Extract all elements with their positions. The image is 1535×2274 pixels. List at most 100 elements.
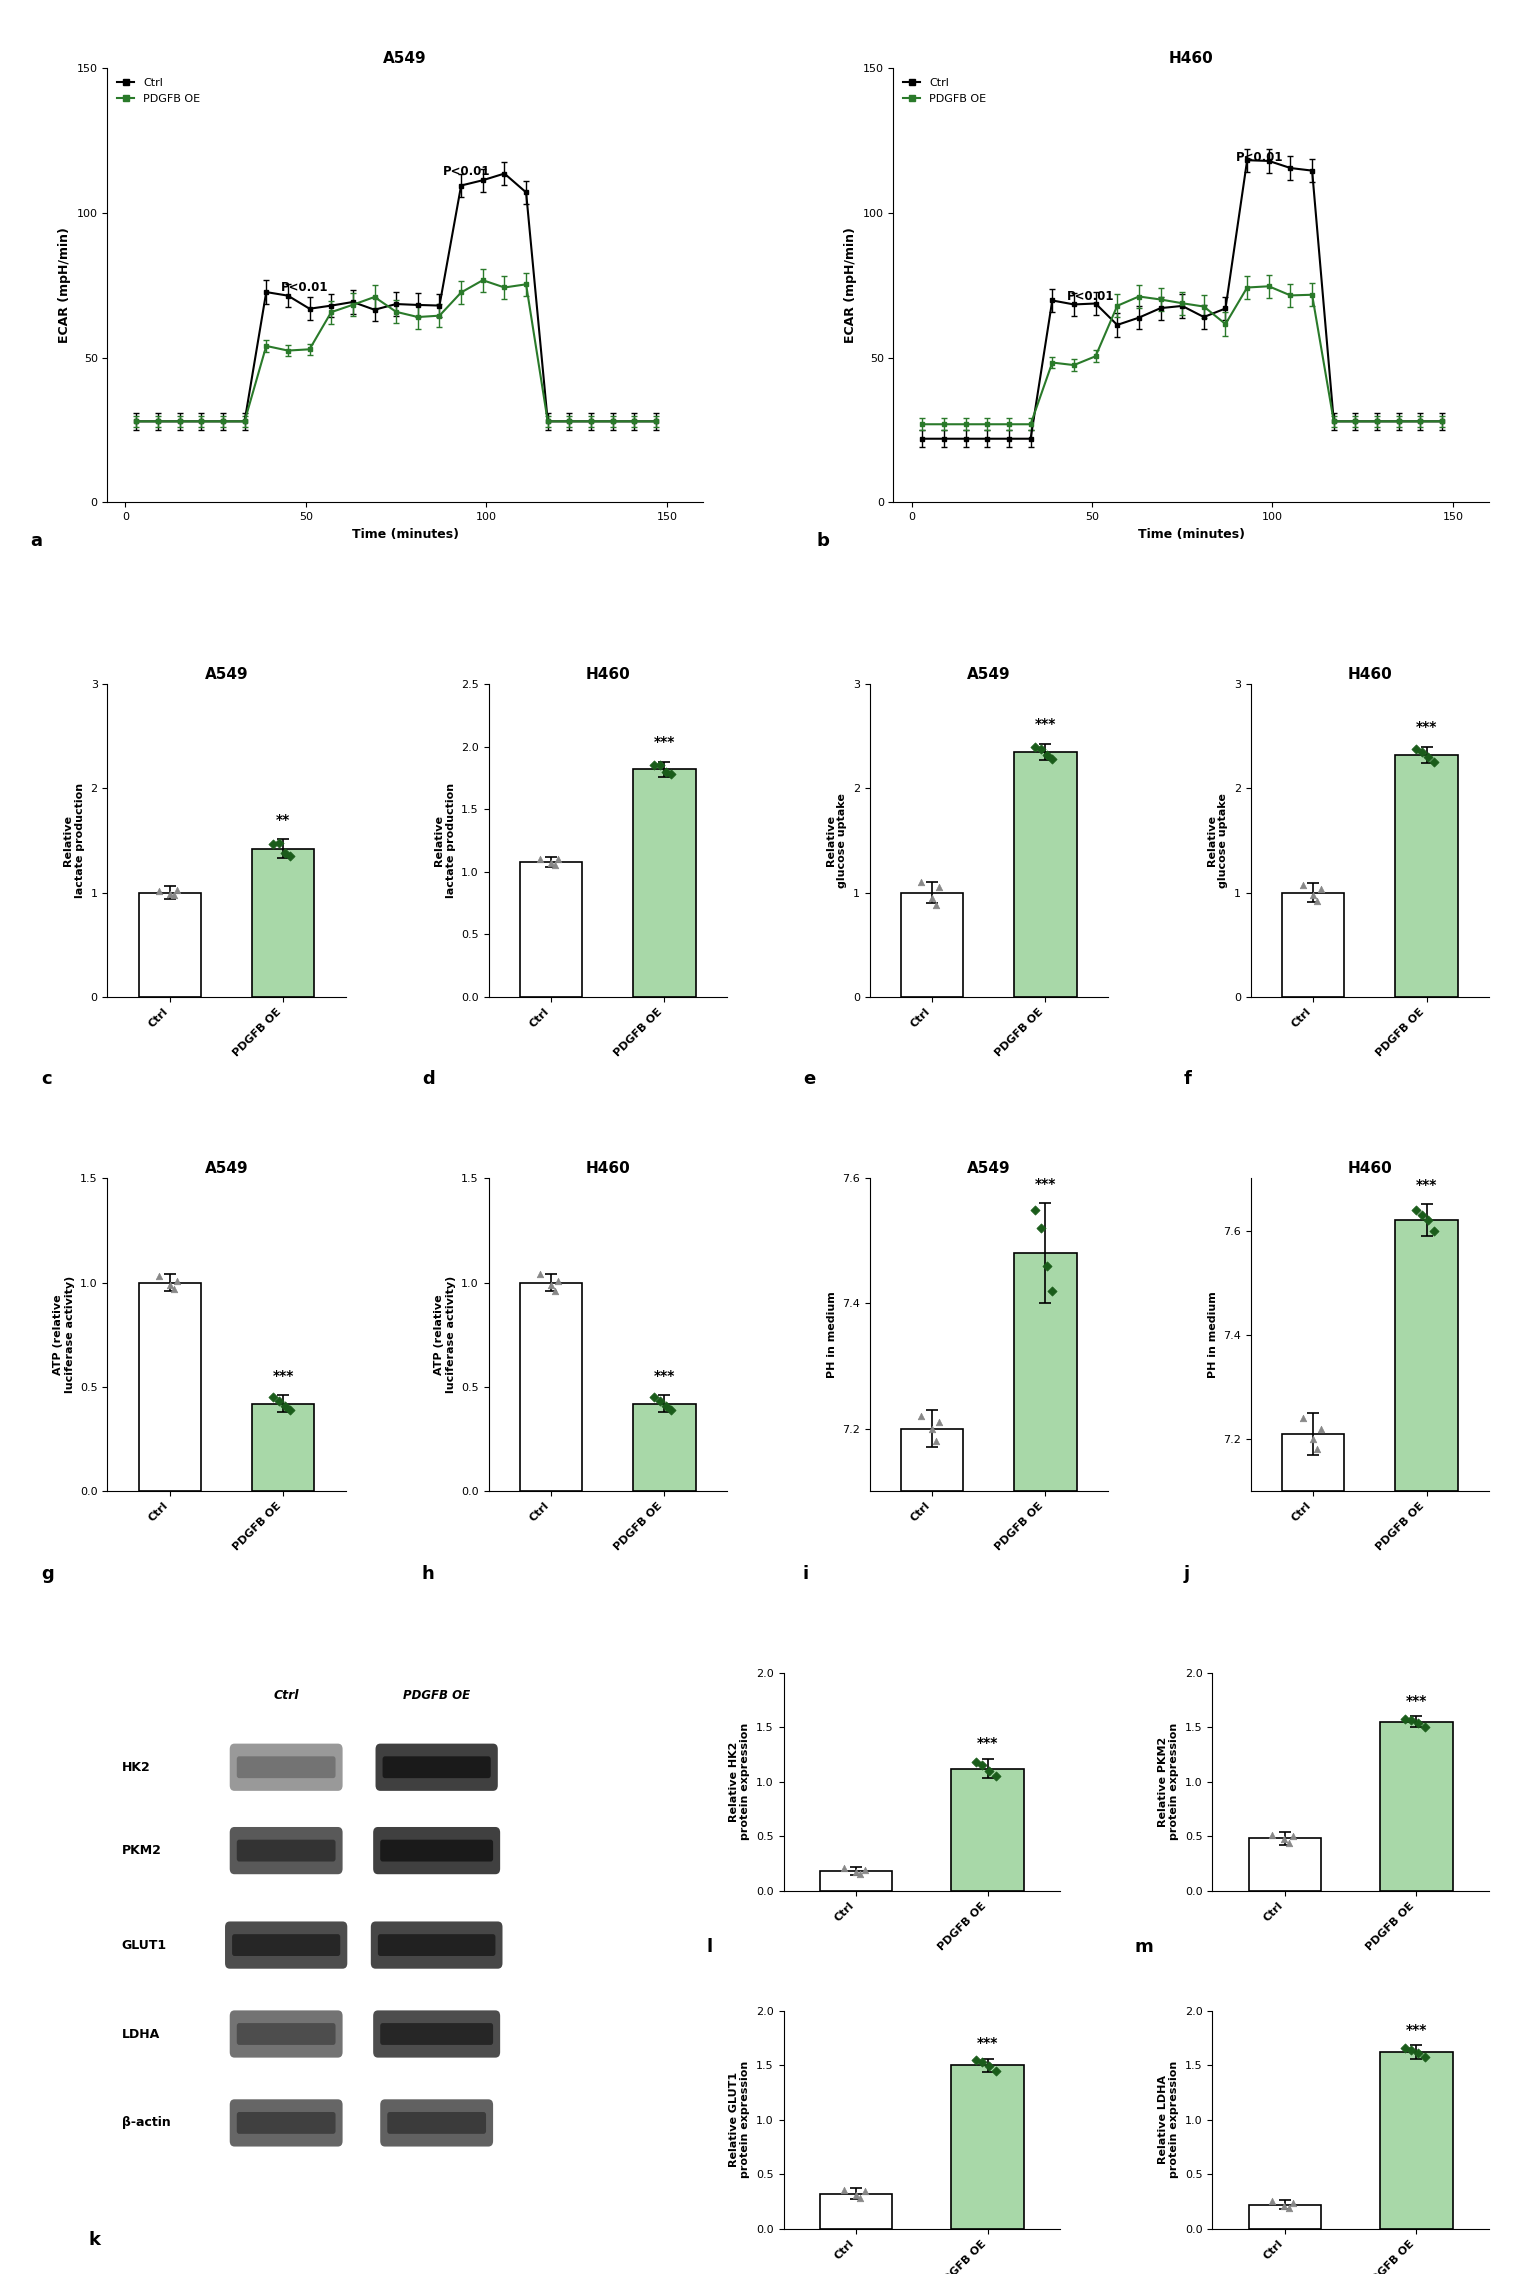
- Point: [1415, 739, 1440, 775]
- Point: [924, 887, 949, 923]
- Point: [919, 1410, 944, 1446]
- Point: [1398, 1701, 1423, 1737]
- FancyBboxPatch shape: [387, 2113, 487, 2133]
- Point: [659, 1392, 683, 1428]
- Legend: Ctrl, PDGFB OE: Ctrl, PDGFB OE: [114, 73, 204, 109]
- FancyBboxPatch shape: [381, 2099, 493, 2147]
- Point: [964, 1744, 989, 1781]
- Point: [1421, 1212, 1446, 1248]
- Point: [648, 1383, 672, 1419]
- Text: ***: ***: [654, 1369, 675, 1383]
- Point: [1028, 730, 1053, 766]
- Point: [164, 873, 189, 910]
- Text: Ctrl: Ctrl: [273, 1690, 299, 1703]
- Text: ***: ***: [1035, 716, 1056, 730]
- Title: H460: H460: [1348, 666, 1392, 682]
- Text: j: j: [1183, 1565, 1190, 1583]
- Point: [161, 1271, 186, 1308]
- Y-axis label: Relative GLUT1
protein expression: Relative GLUT1 protein expression: [729, 2060, 751, 2178]
- Bar: [1248, 2204, 1322, 2229]
- Point: [1406, 1706, 1431, 1742]
- FancyBboxPatch shape: [378, 1935, 496, 1956]
- Bar: [1395, 1221, 1458, 1492]
- Text: k: k: [89, 2231, 101, 2249]
- Y-axis label: ATP (relative
luciferase activity): ATP (relative luciferase activity): [52, 1276, 75, 1394]
- FancyBboxPatch shape: [382, 1756, 491, 1778]
- Point: [648, 748, 672, 785]
- Text: **: **: [276, 812, 290, 828]
- Point: [1273, 1821, 1297, 1858]
- Point: [924, 1424, 949, 1460]
- Point: [1291, 1401, 1315, 1437]
- Point: [642, 1378, 666, 1414]
- Point: [267, 823, 292, 860]
- Point: [927, 869, 952, 905]
- Text: i: i: [803, 1565, 809, 1583]
- Point: [909, 864, 933, 901]
- Text: ***: ***: [1415, 721, 1437, 735]
- Point: [1260, 2183, 1285, 2219]
- Point: [147, 1258, 172, 1294]
- Bar: [252, 1403, 315, 1492]
- Title: H460: H460: [585, 1162, 629, 1176]
- Point: [1405, 1192, 1429, 1228]
- Point: [1305, 882, 1329, 919]
- Point: [1398, 2031, 1423, 2067]
- Point: [1409, 1196, 1434, 1233]
- Point: [147, 873, 172, 910]
- Point: [1022, 1192, 1047, 1228]
- Bar: [520, 862, 582, 996]
- X-axis label: Time (minutes): Time (minutes): [352, 528, 459, 541]
- Point: [978, 2049, 1002, 2085]
- Point: [654, 753, 678, 789]
- Point: [1277, 1824, 1302, 1860]
- Text: c: c: [41, 1071, 51, 1089]
- FancyBboxPatch shape: [381, 1840, 493, 1862]
- FancyBboxPatch shape: [232, 1935, 341, 1956]
- Point: [1282, 1817, 1306, 1853]
- Point: [852, 1851, 876, 1887]
- Text: ***: ***: [654, 735, 675, 748]
- Text: P<0.01: P<0.01: [281, 282, 328, 293]
- Point: [261, 1378, 286, 1414]
- Point: [984, 1758, 1008, 1794]
- Text: l: l: [706, 1937, 712, 1956]
- Point: [528, 841, 553, 878]
- Bar: [632, 769, 695, 996]
- Point: [273, 835, 298, 871]
- Bar: [952, 2065, 1024, 2229]
- Point: [978, 1753, 1002, 1790]
- Point: [843, 2176, 867, 2213]
- Point: [1405, 730, 1429, 766]
- Point: [1308, 1410, 1332, 1446]
- FancyBboxPatch shape: [230, 2010, 342, 2058]
- Bar: [252, 848, 315, 996]
- Point: [278, 1392, 302, 1428]
- Point: [1305, 1430, 1329, 1467]
- Bar: [138, 891, 201, 996]
- Point: [1421, 744, 1446, 780]
- Point: [539, 1267, 563, 1303]
- Title: A549: A549: [967, 666, 1010, 682]
- Text: ***: ***: [273, 1369, 293, 1383]
- Point: [1300, 1421, 1325, 1458]
- Point: [832, 1849, 857, 1885]
- Title: H460: H460: [1168, 50, 1214, 66]
- Text: P<0.01: P<0.01: [1067, 289, 1114, 302]
- FancyBboxPatch shape: [373, 2010, 500, 2058]
- Y-axis label: Relative
lactate production: Relative lactate production: [63, 782, 84, 898]
- Point: [1282, 2185, 1306, 2222]
- FancyBboxPatch shape: [230, 1826, 342, 1874]
- Y-axis label: Relative PKM2
protein expression: Relative PKM2 protein expression: [1157, 1724, 1179, 1840]
- Point: [642, 748, 666, 785]
- Title: H460: H460: [1348, 1162, 1392, 1176]
- FancyBboxPatch shape: [230, 2099, 342, 2147]
- Bar: [952, 1769, 1024, 1890]
- Point: [1409, 735, 1434, 771]
- Bar: [901, 891, 964, 996]
- Point: [1041, 741, 1065, 778]
- Point: [157, 1267, 181, 1303]
- Point: [1392, 2028, 1417, 2065]
- Bar: [632, 1403, 695, 1492]
- X-axis label: Time (minutes): Time (minutes): [1137, 528, 1245, 541]
